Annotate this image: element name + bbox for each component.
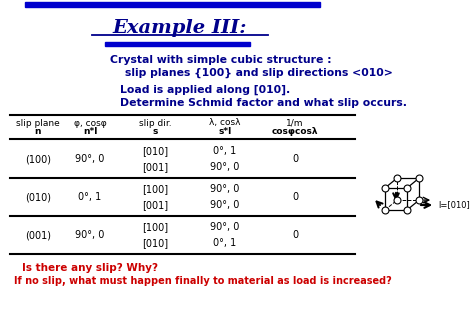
Text: Crystal with simple cubic structure :: Crystal with simple cubic structure : [110,55,332,65]
Text: 0: 0 [292,154,298,164]
Text: Determine Schmid factor and what slip occurs.: Determine Schmid factor and what slip oc… [120,98,407,108]
Text: 90°, 0: 90°, 0 [75,154,105,164]
Bar [25,2,320,7]
Text: [001]: [001] [142,162,168,172]
Text: s: s [152,128,158,136]
Text: n*l: n*l [83,128,97,136]
Text: 1/m: 1/m [286,119,304,128]
Text: 0°, 1: 0°, 1 [213,238,237,248]
Text: slip planes {100} and slip directions <010>: slip planes {100} and slip directions <0… [125,68,393,78]
Text: [100]: [100] [142,184,168,194]
Text: (010): (010) [25,192,51,202]
Bar [105,42,250,46]
Text: 90°, 0: 90°, 0 [210,184,240,194]
Text: slip dir.: slip dir. [139,119,171,128]
Text: [100]: [100] [142,222,168,232]
Text: Example III:: Example III: [113,19,247,37]
Text: 0°, 1: 0°, 1 [78,192,101,202]
Text: slip plane: slip plane [16,119,60,128]
Text: cosφcosλ: cosφcosλ [272,128,319,136]
Text: φ, cosφ: φ, cosφ [73,119,106,128]
Text: (001): (001) [25,230,51,240]
Text: 90°, 0: 90°, 0 [75,230,105,240]
Text: If no slip, what must happen finally to material as load is increased?: If no slip, what must happen finally to … [14,276,392,286]
Text: 0: 0 [292,230,298,240]
Text: n: n [35,128,41,136]
Text: [001]: [001] [142,200,168,210]
Text: 90°, 0: 90°, 0 [210,162,240,172]
Text: 0°, 1: 0°, 1 [213,146,237,156]
Text: l=[010]: l=[010] [438,201,470,210]
Text: (100): (100) [25,154,51,164]
Text: 0: 0 [292,192,298,202]
Text: s*l: s*l [219,128,232,136]
Text: λ, cosλ: λ, cosλ [209,119,241,128]
Text: [010]: [010] [142,238,168,248]
Text: 90°, 0: 90°, 0 [210,200,240,210]
Text: Load is applied along [010].: Load is applied along [010]. [120,85,290,95]
Text: Is there any slip? Why?: Is there any slip? Why? [22,263,158,273]
Text: [010]: [010] [142,146,168,156]
Text: 90°, 0: 90°, 0 [210,222,240,232]
